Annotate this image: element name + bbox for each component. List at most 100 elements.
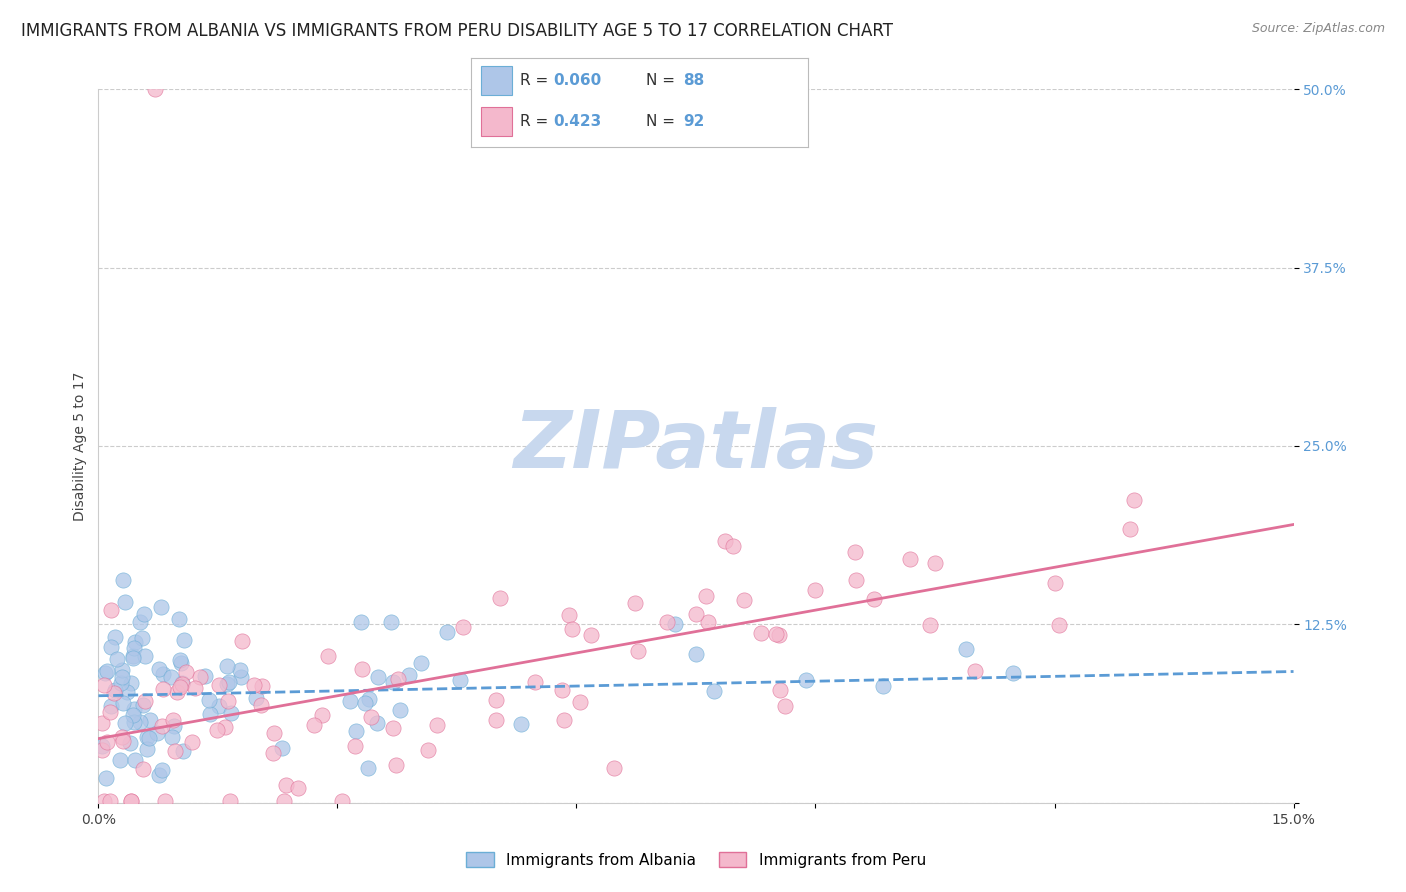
Point: [149, 599, 172, 614]
Point: [110, 676, 132, 690]
Point: [624, 596, 647, 610]
Point: [150, 764, 173, 778]
Point: [627, 644, 650, 658]
Point: [197, 693, 219, 707]
Point: [243, 678, 266, 692]
Point: [872, 679, 894, 693]
Point: [214, 720, 236, 734]
Text: 88: 88: [683, 73, 704, 87]
Point: [163, 744, 186, 758]
Point: [96, 771, 118, 785]
Point: [769, 682, 792, 697]
Point: [695, 589, 717, 603]
Point: [703, 684, 725, 698]
Point: [173, 632, 195, 647]
Point: [132, 762, 155, 776]
Point: [485, 693, 508, 707]
Point: [111, 663, 134, 677]
Point: [367, 670, 389, 684]
Y-axis label: Disability Age 5 to 17: Disability Age 5 to 17: [73, 371, 87, 521]
Point: [121, 651, 143, 665]
Point: [352, 661, 374, 675]
Point: [339, 694, 361, 708]
Point: [384, 757, 406, 772]
Point: [485, 713, 508, 727]
Point: [250, 698, 273, 712]
Point: [250, 679, 273, 693]
Point: [664, 617, 686, 632]
Point: [794, 673, 817, 688]
Point: [121, 707, 143, 722]
Point: [685, 607, 707, 621]
Point: [579, 628, 602, 642]
Point: [219, 794, 242, 808]
Point: [1119, 522, 1142, 536]
Point: [426, 718, 449, 732]
Point: [920, 618, 942, 632]
Point: [723, 539, 745, 553]
Point: [263, 726, 285, 740]
Point: [100, 602, 122, 616]
Point: [194, 669, 217, 683]
Point: [382, 674, 405, 689]
Point: [112, 734, 135, 748]
Point: [749, 626, 772, 640]
Point: [148, 662, 170, 676]
Point: [114, 595, 136, 609]
Point: [316, 648, 339, 663]
Point: [697, 615, 720, 629]
Point: [208, 698, 231, 713]
Point: [103, 685, 125, 699]
Point: [271, 740, 294, 755]
Point: [111, 730, 134, 744]
Point: [1047, 618, 1070, 632]
Text: IMMIGRANTS FROM ALBANIA VS IMMIGRANTS FROM PERU DISABILITY AGE 5 TO 17 CORRELATI: IMMIGRANTS FROM ALBANIA VS IMMIGRANTS FR…: [21, 22, 893, 40]
Point: [356, 761, 378, 775]
Point: [208, 677, 231, 691]
Point: [135, 730, 157, 744]
Point: [100, 794, 122, 808]
Point: [1123, 492, 1146, 507]
Point: [104, 682, 127, 697]
Point: [120, 736, 142, 750]
Point: [122, 715, 145, 730]
Point: [229, 663, 252, 677]
Point: [166, 685, 188, 699]
Point: [160, 730, 183, 744]
Point: [131, 631, 153, 645]
Point: [366, 715, 388, 730]
Point: [551, 683, 574, 698]
Point: [93, 678, 115, 692]
Point: [129, 615, 152, 629]
Point: [160, 670, 183, 684]
Point: [343, 739, 366, 753]
Point: [121, 794, 143, 808]
Text: N =: N =: [647, 114, 681, 128]
Point: [153, 794, 176, 808]
Text: R =: R =: [520, 114, 553, 128]
Text: 0.423: 0.423: [554, 114, 602, 128]
Point: [105, 652, 128, 666]
Point: [217, 694, 239, 708]
Point: [134, 694, 156, 708]
Point: [436, 625, 458, 640]
Text: 0.060: 0.060: [554, 73, 602, 87]
Point: [170, 676, 193, 690]
Point: [344, 724, 367, 739]
Point: [388, 703, 411, 717]
Point: [304, 718, 326, 732]
Point: [135, 742, 157, 756]
Point: [845, 573, 868, 587]
Point: [955, 641, 977, 656]
Point: [122, 640, 145, 655]
Point: [765, 626, 787, 640]
Point: [357, 692, 380, 706]
Point: [231, 634, 253, 648]
Point: [382, 721, 405, 735]
Point: [91, 715, 114, 730]
Point: [180, 735, 202, 749]
Point: [138, 713, 160, 727]
Point: [120, 676, 142, 690]
Point: [380, 615, 402, 630]
Point: [218, 675, 240, 690]
